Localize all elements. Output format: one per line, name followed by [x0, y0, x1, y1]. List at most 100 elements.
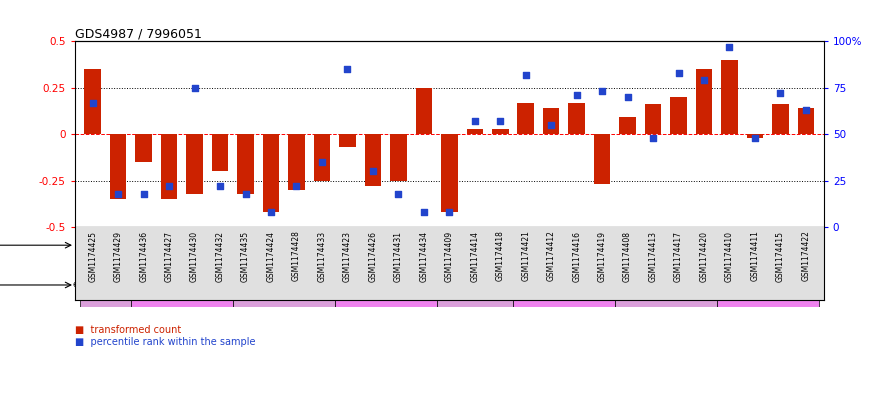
- Text: GSM1174414: GSM1174414: [470, 231, 479, 282]
- Text: GSM1174408: GSM1174408: [623, 231, 632, 282]
- Bar: [136, 134, 152, 162]
- Point: [646, 135, 660, 141]
- Text: GSM1174428: GSM1174428: [292, 231, 301, 281]
- Point: [213, 183, 227, 189]
- Text: GSM1174424: GSM1174424: [267, 231, 276, 282]
- Point: [162, 183, 176, 189]
- Bar: [211, 134, 228, 171]
- Point: [748, 135, 762, 141]
- Point: [442, 209, 456, 215]
- Text: ■  percentile rank within the sample: ■ percentile rank within the sample: [75, 337, 255, 347]
- Bar: [615, 263, 717, 307]
- Bar: [365, 134, 381, 186]
- Point: [570, 92, 584, 98]
- Text: GSM1174423: GSM1174423: [343, 231, 352, 282]
- Text: GSM1174434: GSM1174434: [419, 231, 428, 282]
- Bar: [314, 134, 330, 180]
- Point: [366, 168, 380, 174]
- Text: stromal cell: stromal cell: [361, 281, 411, 290]
- Point: [137, 190, 151, 196]
- Text: GSM1174421: GSM1174421: [522, 231, 530, 281]
- Bar: [492, 129, 508, 134]
- Bar: [772, 105, 788, 134]
- Bar: [161, 134, 177, 199]
- Text: GSM1174416: GSM1174416: [572, 231, 581, 282]
- Text: GSM1174431: GSM1174431: [394, 231, 403, 282]
- Text: mesenchymal cell: mesenchymal cell: [627, 281, 704, 290]
- Text: endothelial cell: endothelial cell: [442, 281, 507, 290]
- Bar: [390, 134, 407, 180]
- Text: GSM1174417: GSM1174417: [674, 231, 683, 282]
- Bar: [594, 134, 611, 184]
- Bar: [513, 263, 615, 307]
- Text: GSM1174436: GSM1174436: [139, 231, 148, 282]
- Text: GSM1174435: GSM1174435: [241, 231, 250, 282]
- Text: GSM1174410: GSM1174410: [725, 231, 734, 282]
- Bar: [645, 105, 662, 134]
- Text: GSM1174413: GSM1174413: [648, 231, 657, 282]
- Bar: [335, 263, 437, 307]
- Bar: [437, 227, 818, 263]
- Text: GSM1174429: GSM1174429: [114, 231, 122, 282]
- Text: GSM1174418: GSM1174418: [496, 231, 505, 281]
- Text: epithelial cell: epithelial cell: [536, 281, 592, 290]
- Text: GSM1174409: GSM1174409: [445, 231, 454, 282]
- Point: [493, 118, 507, 124]
- Point: [544, 122, 559, 128]
- Point: [620, 94, 634, 100]
- Text: GSM1174422: GSM1174422: [802, 231, 811, 281]
- Bar: [437, 263, 513, 307]
- Bar: [568, 103, 585, 134]
- Text: GSM1174420: GSM1174420: [700, 231, 708, 282]
- Point: [774, 90, 788, 96]
- Text: polycystic ovary syndrome: polycystic ovary syndrome: [189, 240, 329, 250]
- Point: [315, 159, 329, 165]
- Point: [391, 190, 405, 196]
- Bar: [696, 69, 713, 134]
- Text: GSM1174425: GSM1174425: [88, 231, 97, 282]
- Text: mesenchymal
cell: mesenchymal cell: [255, 275, 314, 295]
- Bar: [441, 134, 457, 212]
- Text: GSM1174411: GSM1174411: [751, 231, 759, 281]
- Point: [85, 99, 100, 106]
- Bar: [467, 129, 483, 134]
- Bar: [110, 134, 127, 199]
- Bar: [186, 134, 203, 193]
- Bar: [416, 88, 432, 134]
- Bar: [543, 108, 559, 134]
- Bar: [722, 60, 737, 134]
- Point: [468, 118, 482, 124]
- Point: [188, 84, 202, 91]
- Bar: [85, 69, 101, 134]
- Point: [722, 44, 737, 50]
- Bar: [517, 103, 534, 134]
- Point: [595, 88, 609, 95]
- Bar: [670, 97, 687, 134]
- Text: GSM1174412: GSM1174412: [547, 231, 556, 281]
- Point: [671, 70, 685, 76]
- Bar: [717, 263, 818, 307]
- Text: GSM1174432: GSM1174432: [216, 231, 225, 282]
- Bar: [80, 227, 437, 263]
- Bar: [233, 263, 335, 307]
- Point: [264, 209, 278, 215]
- Text: epithelial cell: epithelial cell: [153, 281, 210, 290]
- Point: [519, 72, 533, 78]
- Text: GSM1174426: GSM1174426: [368, 231, 377, 282]
- Bar: [263, 134, 279, 212]
- Text: endothelial cell: endothelial cell: [73, 281, 137, 290]
- Point: [340, 66, 354, 72]
- Point: [697, 77, 711, 83]
- Bar: [339, 134, 356, 147]
- Bar: [619, 118, 636, 134]
- Bar: [747, 134, 763, 138]
- Text: ■  transformed count: ■ transformed count: [75, 325, 181, 335]
- Text: GSM1174430: GSM1174430: [190, 231, 199, 282]
- Point: [799, 107, 813, 113]
- Text: GSM1174427: GSM1174427: [165, 231, 174, 282]
- Point: [290, 183, 304, 189]
- Point: [417, 209, 431, 215]
- Text: GSM1174433: GSM1174433: [317, 231, 327, 282]
- Bar: [288, 134, 305, 190]
- Text: stromal cell: stromal cell: [744, 281, 792, 290]
